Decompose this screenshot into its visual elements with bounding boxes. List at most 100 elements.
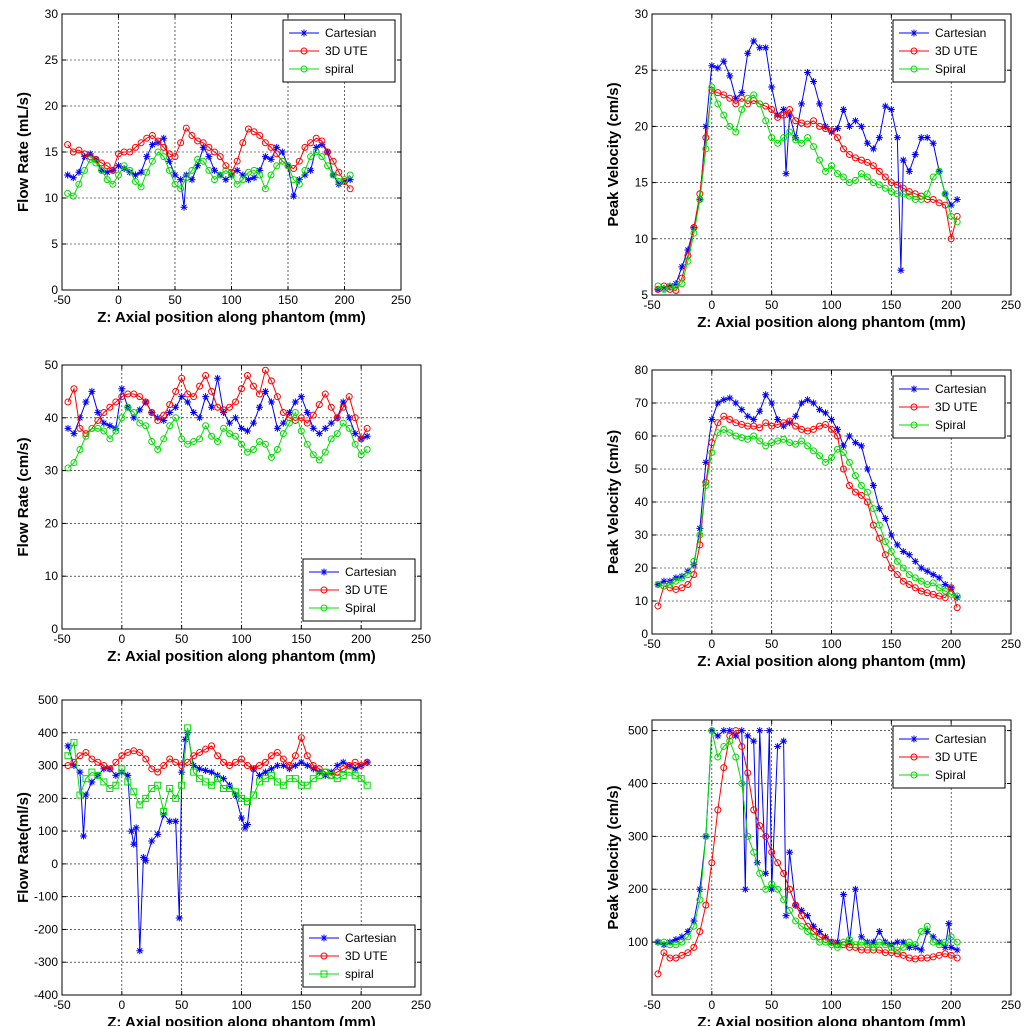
data-point <box>109 180 117 188</box>
y-axis-label: Peak Velocity (cm/s) <box>605 82 622 226</box>
data-point <box>345 762 353 770</box>
data-point <box>768 885 776 893</box>
data-point <box>947 933 955 941</box>
data-point <box>857 156 865 164</box>
data-point <box>132 824 140 832</box>
y-tick-label: 30 <box>635 528 649 542</box>
data-point <box>881 551 889 559</box>
legend-label: Cartesian <box>325 26 376 40</box>
data-point <box>828 128 835 136</box>
legend-entry: spiral <box>289 62 354 76</box>
data-point <box>792 134 800 142</box>
x-tick-label: 150 <box>291 998 311 1012</box>
data-point <box>208 742 216 750</box>
data-point <box>702 482 710 489</box>
data-point <box>851 439 859 447</box>
data-point <box>720 764 728 772</box>
y-tick-label: 60 <box>635 429 649 443</box>
data-point <box>798 912 806 920</box>
data-point <box>261 366 269 374</box>
x-tick-label: 100 <box>821 998 841 1012</box>
data-point <box>103 168 111 176</box>
data-point <box>893 181 901 189</box>
data-point <box>166 755 174 763</box>
data-point <box>255 762 263 770</box>
data-point <box>738 742 746 750</box>
data-point <box>780 106 788 114</box>
x-axis-label: Z: Axial position along phantom (mm) <box>107 1014 376 1026</box>
data-point <box>255 403 263 411</box>
data-point <box>339 398 347 406</box>
data-point <box>148 409 156 417</box>
data-point <box>357 451 365 459</box>
data-point <box>172 758 180 766</box>
data-point <box>290 192 298 200</box>
data-point <box>94 771 102 779</box>
series-spiral <box>654 425 961 600</box>
data-point <box>120 162 128 170</box>
y-tick-label: -200 <box>34 922 58 936</box>
data-point <box>184 758 192 766</box>
data-point <box>726 122 734 130</box>
data-point <box>875 928 883 936</box>
series-line <box>657 415 958 608</box>
data-point <box>857 122 865 130</box>
data-point <box>923 134 931 142</box>
data-point <box>786 111 794 119</box>
x-axis-label: Z: Axial position along phantom (mm) <box>97 309 366 326</box>
data-point <box>660 285 668 293</box>
data-point <box>857 938 865 946</box>
data-point <box>273 143 281 151</box>
data-point <box>899 548 907 555</box>
data-point <box>100 419 108 427</box>
data-point <box>126 166 134 174</box>
data-point <box>887 531 895 539</box>
data-point <box>929 938 937 946</box>
data-point <box>130 414 138 422</box>
series-spiral <box>64 403 371 472</box>
data-point <box>863 488 871 496</box>
data-point <box>684 581 692 588</box>
data-point <box>684 933 692 941</box>
data-point <box>76 414 84 422</box>
data-point <box>750 432 758 440</box>
x-tick-label: 50 <box>168 293 182 307</box>
data-point <box>363 781 371 789</box>
data-point <box>267 765 275 773</box>
data-point <box>199 143 207 151</box>
data-point <box>684 257 692 265</box>
data-point <box>321 424 329 432</box>
data-point <box>228 171 235 179</box>
data-point <box>188 131 196 139</box>
data-point <box>118 393 126 401</box>
data-point <box>678 584 686 592</box>
data-point <box>303 409 311 417</box>
legend-entry: 3D UTE <box>309 583 388 597</box>
data-point <box>106 403 114 411</box>
legend-marker <box>320 952 328 960</box>
data-point <box>303 781 311 789</box>
data-point <box>732 732 740 740</box>
legend-label: Cartesian <box>345 931 396 945</box>
data-point <box>839 465 847 473</box>
y-tick-label: 70 <box>635 396 649 410</box>
data-point <box>165 166 173 174</box>
data-point <box>94 409 102 417</box>
data-point <box>881 184 889 192</box>
data-point <box>295 157 303 165</box>
data-point <box>202 745 210 753</box>
data-point <box>233 157 241 165</box>
data-point <box>303 762 311 770</box>
legend-label: Spiral <box>935 768 966 782</box>
data-point <box>76 752 84 760</box>
data-point <box>899 577 907 585</box>
data-point <box>137 168 145 176</box>
data-point <box>333 430 341 438</box>
data-point <box>756 727 764 735</box>
data-point <box>744 412 752 420</box>
data-point <box>816 100 824 108</box>
data-point <box>714 419 722 427</box>
data-point <box>804 396 812 404</box>
data-point <box>321 448 329 456</box>
data-point <box>845 151 853 158</box>
